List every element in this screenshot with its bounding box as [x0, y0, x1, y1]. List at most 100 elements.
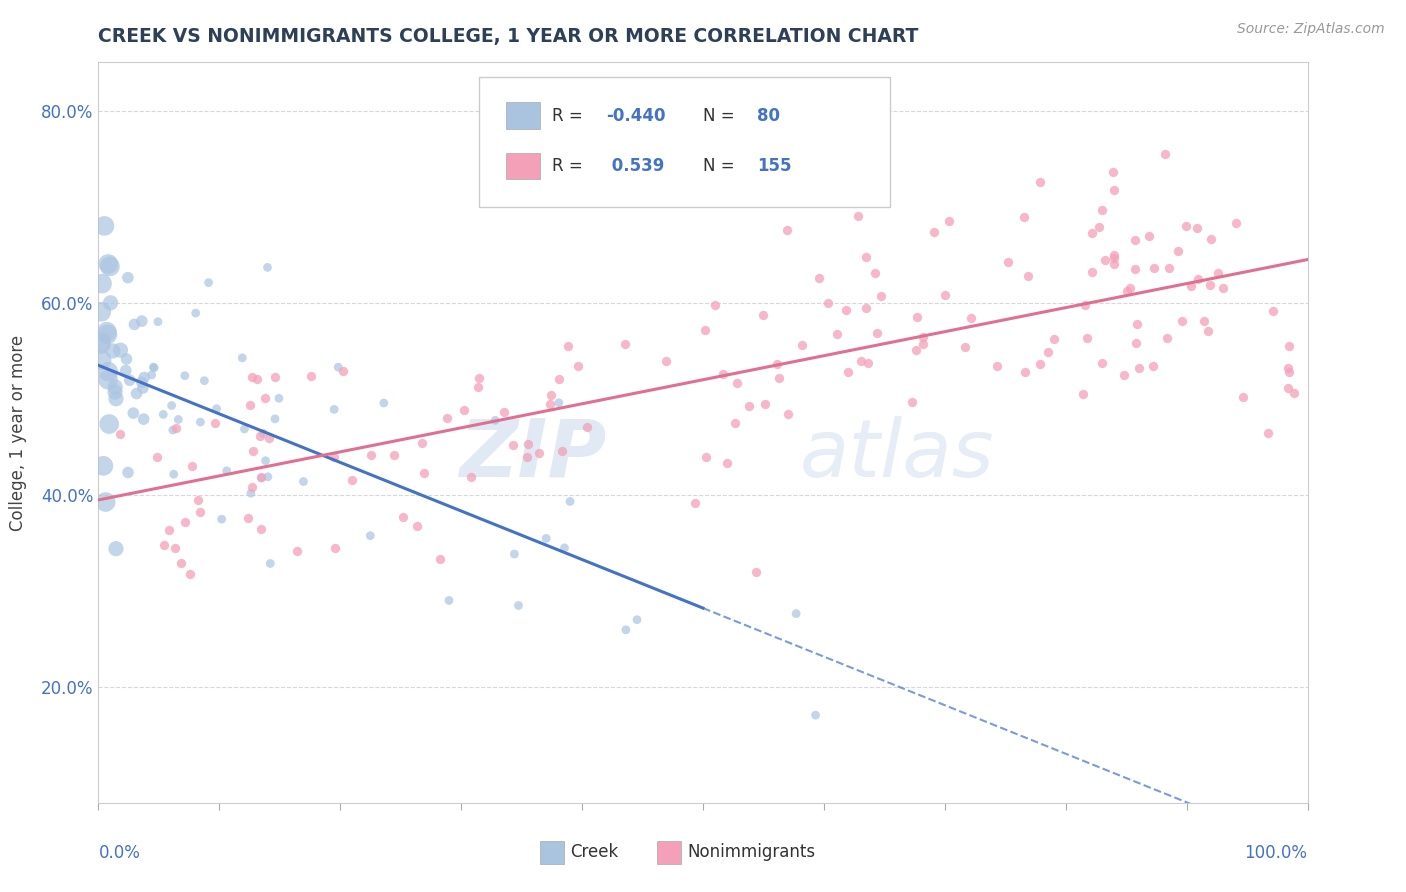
Point: [413, 466, 436, 480]
Point: [101, 343, 124, 358]
Point: [804, 708, 827, 723]
Point: [1012, 210, 1035, 224]
Point: [1043, 332, 1066, 346]
Point: [436, 411, 458, 425]
Point: [1074, 298, 1097, 312]
Point: [1277, 381, 1299, 395]
Point: [527, 446, 550, 460]
Point: [1175, 219, 1198, 234]
Text: 100.0%: 100.0%: [1244, 844, 1308, 862]
Point: [752, 308, 775, 322]
Point: [165, 421, 187, 435]
Point: [725, 376, 748, 390]
Point: [1128, 361, 1150, 376]
Point: [411, 435, 433, 450]
Point: [922, 225, 945, 239]
Point: [817, 296, 839, 310]
Point: [167, 412, 190, 426]
Point: [188, 504, 211, 518]
Point: [93, 458, 115, 473]
Point: [340, 474, 363, 488]
Point: [122, 406, 145, 420]
Point: [1187, 272, 1209, 286]
Point: [766, 357, 789, 371]
Point: [246, 372, 269, 386]
Point: [97, 373, 120, 387]
Point: [1125, 335, 1147, 350]
Point: [250, 471, 273, 485]
Point: [1114, 368, 1136, 382]
Point: [1038, 345, 1060, 359]
Point: [146, 450, 169, 465]
Point: [683, 496, 706, 510]
Point: [1257, 426, 1279, 441]
Text: 0.0%: 0.0%: [98, 844, 141, 862]
Point: [768, 371, 790, 385]
Point: [322, 450, 344, 464]
Point: [807, 270, 830, 285]
Point: [98, 417, 121, 431]
Point: [90, 305, 112, 319]
Point: [190, 415, 212, 429]
Point: [1118, 281, 1140, 295]
Point: [724, 416, 747, 430]
Point: [193, 374, 215, 388]
Point: [540, 388, 562, 402]
Point: [1014, 365, 1036, 379]
Point: [1091, 356, 1114, 370]
Point: [132, 412, 155, 426]
Point: [1185, 221, 1208, 235]
Point: [484, 413, 506, 427]
Point: [184, 306, 207, 320]
Point: [256, 260, 278, 275]
Point: [1123, 233, 1146, 247]
Point: [132, 381, 155, 395]
Point: [104, 541, 127, 556]
Point: [1094, 253, 1116, 268]
Point: [1101, 165, 1123, 179]
FancyBboxPatch shape: [479, 78, 890, 207]
Point: [142, 360, 165, 375]
Point: [104, 385, 127, 400]
Point: [1192, 314, 1215, 328]
Point: [912, 337, 935, 351]
Point: [323, 541, 346, 555]
Point: [835, 303, 858, 318]
Point: [90, 337, 112, 351]
Point: [567, 359, 589, 374]
Text: ZIP: ZIP: [458, 416, 606, 494]
Point: [187, 493, 209, 508]
Point: [93, 219, 115, 233]
Point: [716, 456, 738, 470]
Point: [1154, 146, 1177, 161]
Point: [170, 556, 193, 570]
Point: [242, 444, 264, 458]
Point: [211, 512, 233, 526]
Point: [1090, 203, 1112, 218]
Point: [236, 511, 259, 525]
Point: [553, 541, 575, 555]
Point: [233, 422, 256, 436]
Point: [96, 327, 118, 342]
Point: [205, 401, 228, 416]
Point: [858, 356, 880, 370]
Point: [1167, 244, 1189, 259]
Point: [704, 298, 727, 312]
Text: Creek: Creek: [569, 844, 619, 862]
Point: [250, 522, 273, 536]
Point: [100, 295, 122, 310]
Point: [406, 519, 429, 533]
Point: [141, 368, 163, 382]
Point: [360, 448, 382, 462]
Point: [152, 408, 174, 422]
Point: [1123, 261, 1146, 276]
Point: [240, 370, 263, 384]
Point: [790, 338, 813, 352]
Point: [97, 257, 120, 271]
Point: [934, 288, 956, 302]
Point: [118, 373, 141, 387]
Point: [614, 623, 637, 637]
Point: [901, 395, 924, 409]
Point: [1143, 260, 1166, 275]
Text: R =: R =: [551, 107, 588, 125]
